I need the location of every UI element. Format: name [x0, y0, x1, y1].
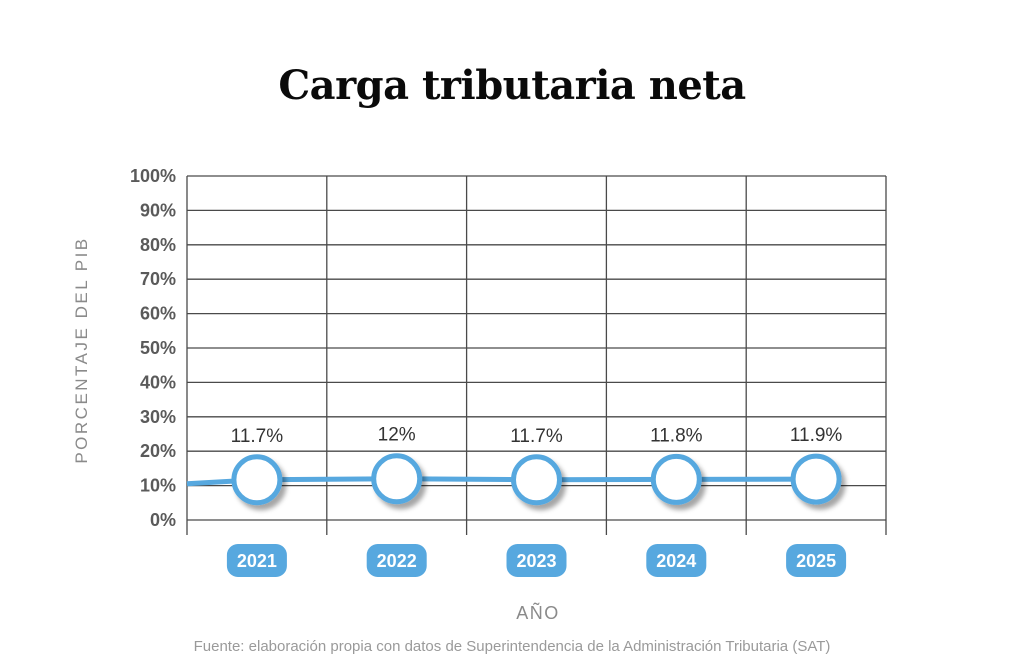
data-label: 11.7% — [510, 426, 563, 447]
y-tick-label: 50% — [140, 338, 176, 358]
source-note: Fuente: elaboración propia con datos de … — [193, 638, 831, 655]
data-point-marker — [790, 453, 842, 505]
data-label: 11.9% — [790, 425, 843, 446]
y-tick-label: 80% — [140, 235, 176, 255]
data-label: 11.7% — [231, 426, 284, 447]
y-tick-label: 70% — [140, 269, 176, 289]
x-category-badge — [226, 544, 287, 577]
y-tick-label: 10% — [140, 476, 176, 496]
y-tick-label: 60% — [140, 304, 176, 324]
y-tick-label: 90% — [140, 200, 176, 220]
data-point-marker — [650, 453, 702, 505]
data-point-marker — [231, 454, 283, 506]
data-point-marker — [371, 453, 423, 505]
data-point-marker — [511, 454, 562, 506]
data-series: 11.7% 12% 11.7% 11.8% 11.9% — [186, 425, 843, 506]
chart-title: Carga tributaria neta — [278, 62, 746, 109]
y-tick-label: 0% — [150, 510, 176, 530]
y-tick-label: 30% — [140, 407, 176, 427]
x-tick-label: 2021 — [237, 551, 277, 571]
x-tick-label: 2024 — [656, 551, 696, 571]
x-category-badge — [366, 544, 427, 577]
chart-grid — [186, 175, 887, 535]
data-label: 12% — [378, 425, 416, 446]
y-axis-ticks: 0% 10% 20% 30% 40% 50% 60% 70% 80% 90% 100% — [130, 166, 176, 530]
y-tick-label: 100% — [130, 166, 176, 186]
x-tick-label: 2025 — [796, 551, 836, 571]
data-label: 11.8% — [650, 425, 703, 446]
y-tick-label: 20% — [140, 441, 176, 461]
x-category-badge — [506, 544, 567, 577]
x-tick-label: 2022 — [377, 551, 417, 571]
x-axis-categories: 2021 2022 2023 2024 2025 — [226, 544, 847, 577]
x-category-badge — [786, 544, 847, 577]
x-axis-label: AÑO — [516, 603, 560, 623]
x-tick-label: 2023 — [516, 551, 556, 571]
y-axis-label: PORCENTAJE DEL PIB — [72, 236, 91, 464]
y-tick-label: 40% — [140, 372, 176, 392]
x-category-badge — [646, 544, 707, 577]
